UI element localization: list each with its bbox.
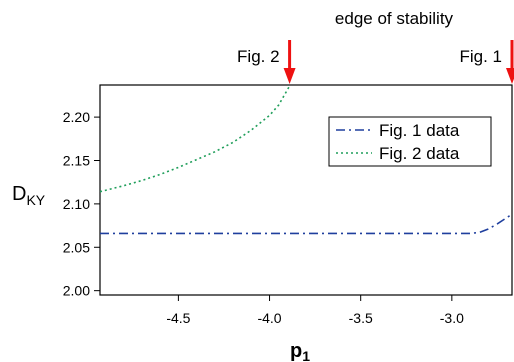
x-axis: -4.5 -4.0 -3.5 -3.0 [166,295,464,326]
x-axis-label: p1 [290,340,310,362]
y-tick-label: 2.00 [63,283,90,299]
legend-label-fig1: Fig. 1 data [379,121,460,140]
x-tick-label: -4.0 [257,310,281,326]
legend-box [328,116,492,167]
plot-frame [99,84,513,296]
x-tick-label: -3.0 [440,310,464,326]
annotation-label: Fig. 2 [237,47,280,66]
annotation-arrow-head [283,68,296,84]
x-tick-label: -3.5 [349,310,373,326]
annotations: Fig. 2 Fig. 1 [237,40,514,84]
annotation-label: Fig. 1 [459,47,502,66]
legend: Fig. 1 data Fig. 2 data [328,116,492,167]
series-line-fig1 [100,213,513,235]
y-tick-label: 2.15 [63,152,90,168]
series-group [99,85,513,235]
y-tick-label: 2.05 [63,239,90,255]
annotation-arrow-head [506,68,514,84]
y-axis-label: DKY [12,183,46,208]
y-tick-label: 2.20 [63,109,90,125]
x-tick-label: -4.5 [166,310,190,326]
y-tick-label: 2.10 [63,196,90,212]
chart-title: edge of stability [335,9,454,28]
legend-label-fig2: Fig. 2 data [379,144,460,163]
y-axis: 2.00 2.05 2.10 2.15 2.20 [63,109,100,299]
series-line-fig2 [99,85,291,193]
